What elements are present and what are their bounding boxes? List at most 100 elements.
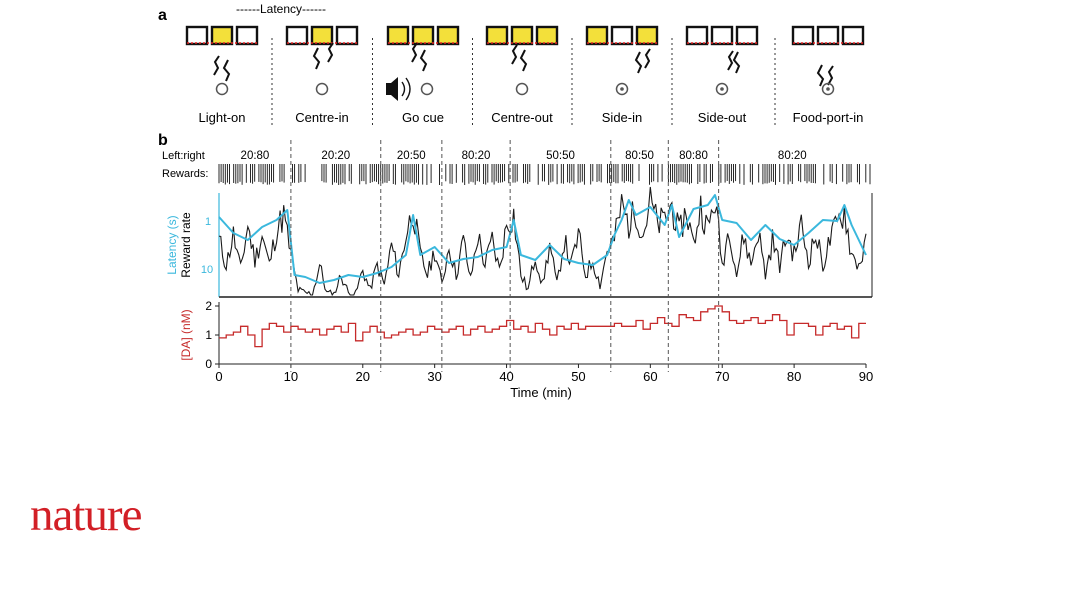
da-y-tick-label: 1 (205, 328, 212, 342)
nose-port-2 (535, 25, 559, 46)
mouse-path-a (816, 64, 825, 87)
x-tick-label: 30 (427, 369, 441, 384)
block-label: 80:20 (462, 150, 491, 162)
nose-port-0 (685, 25, 709, 46)
mouse-path-b (213, 55, 220, 76)
x-tick-label: 80 (787, 369, 801, 384)
mouse-path-b (327, 42, 334, 63)
x-tick-label: 70 (715, 369, 729, 384)
stage-diagrams (185, 25, 865, 126)
stage-label: Centre-in (295, 110, 348, 125)
mouse-path-b (511, 44, 518, 65)
mouse-path-a (222, 59, 231, 82)
x-axis-label: Time (min) (510, 385, 572, 400)
sound-wave-icon (401, 77, 411, 101)
nose-port-1 (310, 25, 334, 46)
stage-diagram-4 (585, 25, 659, 96)
stage-diagram-5 (685, 25, 759, 96)
block-ratio-labels: 20:80 20:20 20:50 80:20 50:50 80:50 80:80 80:20 (241, 150, 807, 162)
nose-port-0 (791, 25, 815, 46)
nose-port-0 (285, 25, 309, 46)
mouse-path-a (419, 49, 428, 72)
block-label: 50:50 (546, 150, 575, 162)
nose-port-2 (235, 25, 259, 46)
da-y-tick-label: 0 (205, 357, 212, 371)
block-label: 80:50 (625, 150, 654, 162)
reward-axis-label: Reward rate (179, 212, 193, 278)
stage-labels: Light-on Centre-in Go cue Centre-out Side-in… (199, 110, 864, 125)
stage-diagram-0 (185, 25, 259, 96)
stage-label: Centre-out (491, 110, 553, 125)
latency-series (218, 194, 867, 284)
nose-port-0 (485, 25, 509, 46)
da-series (219, 305, 866, 348)
stage-diagram-6 (791, 25, 865, 96)
food-port (515, 82, 529, 96)
time-x-axis: 0 10 20 30 40 50 60 70 80 90 (215, 363, 873, 384)
latency-reward-plot: Latency (s) Reward rate 1 10 (165, 186, 873, 298)
nose-port-2 (335, 25, 359, 46)
nose-port-0 (185, 25, 209, 46)
nose-port-1 (411, 25, 435, 46)
nose-port-1 (610, 25, 634, 46)
mouse-path-a (634, 51, 643, 74)
latency-tick-10: 10 (201, 264, 213, 276)
dopamine-plot: [DA] (nM) 0 1 2 0 10 20 30 40 50 60 70 80 90 Time (… (179, 299, 873, 400)
food-port (215, 82, 229, 96)
mouse-path-a (732, 51, 741, 74)
stage-label: Go cue (402, 110, 444, 125)
nose-port-1 (710, 25, 734, 46)
nose-port-0 (386, 25, 410, 46)
mouse-path-a (519, 49, 528, 72)
stage-diagram-2 (386, 25, 460, 101)
panel-a-label: a (158, 7, 167, 24)
stage-label: Side-out (698, 110, 747, 125)
nose-port-1 (210, 25, 234, 46)
food-pellet (620, 87, 624, 91)
food-port (615, 82, 629, 96)
nose-port-2 (436, 25, 460, 46)
mouse-path-b (827, 65, 834, 86)
x-tick-label: 90 (859, 369, 873, 384)
food-pellet (826, 87, 830, 91)
food-port (420, 82, 434, 96)
mouse-path-a (312, 47, 321, 70)
food-port (315, 82, 329, 96)
food-port (821, 82, 835, 96)
reward-rate-line (218, 186, 867, 297)
block-label: 80:80 (679, 150, 708, 162)
food-pellet (720, 87, 724, 91)
rewards-label: Rewards: (162, 168, 208, 180)
da-y-tick-label: 2 (205, 299, 212, 313)
latency-label: ------Latency------ (236, 2, 326, 16)
nature-logo: nature (30, 489, 142, 541)
block-label: 20:20 (321, 150, 350, 162)
latency-tick-1: 1 (205, 216, 211, 228)
x-tick-label: 40 (499, 369, 513, 384)
block-dividers (290, 140, 720, 372)
stage-label: Food-port-in (793, 110, 864, 125)
da-y-axis: 0 1 2 (205, 299, 220, 371)
stage-label: Side-in (602, 110, 642, 125)
reward-rate-series (218, 186, 867, 297)
left-right-label: Left:right (162, 150, 205, 162)
x-tick-label: 10 (284, 369, 298, 384)
panel-b-label: b (158, 132, 168, 149)
block-label: 20:50 (397, 150, 426, 162)
food-port (715, 82, 729, 96)
x-tick-label: 50 (571, 369, 585, 384)
x-tick-label: 0 (215, 369, 222, 384)
mouse-path-b (644, 48, 651, 69)
nose-port-2 (841, 25, 865, 46)
block-label: 20:80 (241, 150, 270, 162)
nose-port-1 (816, 25, 840, 46)
stage-diagram-3 (485, 25, 559, 96)
nose-port-2 (635, 25, 659, 46)
nose-port-0 (585, 25, 609, 46)
mouse-path-b (411, 42, 418, 63)
mouse-path-b (727, 50, 734, 71)
speaker-icon (386, 77, 398, 101)
stage-diagram-1 (285, 25, 359, 96)
nose-port-2 (735, 25, 759, 46)
